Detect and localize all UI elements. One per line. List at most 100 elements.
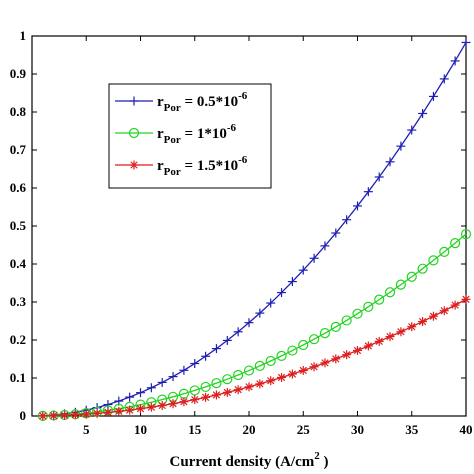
data-point <box>439 74 449 84</box>
data-point <box>320 241 330 251</box>
data-point <box>353 201 362 211</box>
legend-label-value: = 1*10 <box>181 126 227 142</box>
data-point <box>461 294 471 304</box>
data-point <box>406 271 417 282</box>
legend-item-1: rPor = 0.5*10-6 <box>115 90 248 114</box>
series-layer <box>37 37 472 421</box>
data-point <box>374 336 384 346</box>
data-point <box>342 350 352 360</box>
data-point <box>341 315 352 326</box>
data-point <box>428 255 439 266</box>
data-point <box>233 369 244 381</box>
legend-label-sub: Por <box>164 166 181 178</box>
data-point <box>439 246 450 257</box>
data-point <box>190 359 200 369</box>
data-point <box>103 407 113 417</box>
data-point <box>222 335 232 345</box>
x-tick-label: 25 <box>297 422 311 437</box>
y-tick-label: 0.4 <box>10 256 27 271</box>
y-tick-label: 0.5 <box>10 218 27 233</box>
legend-box <box>108 83 272 189</box>
data-point <box>385 332 395 342</box>
series-2 <box>37 228 472 421</box>
data-point <box>222 387 232 397</box>
data-point <box>38 411 48 421</box>
data-point <box>168 372 178 382</box>
data-point <box>266 376 276 386</box>
legend-item-3: rPor = 1.5*10-6 <box>115 154 248 178</box>
data-point <box>309 334 320 345</box>
data-point <box>417 263 428 274</box>
data-point <box>460 228 472 240</box>
legend-label-sub: Por <box>164 102 181 114</box>
data-point <box>330 321 341 332</box>
data-point <box>374 294 385 305</box>
data-point <box>179 397 189 407</box>
data-point <box>385 157 395 167</box>
legend-label-sup: -6 <box>227 122 237 134</box>
data-point <box>254 360 265 371</box>
x-tick-label: 35 <box>405 422 419 437</box>
series-line <box>42 298 467 417</box>
data-point <box>396 327 406 337</box>
x-axis: 5 10 15 20 25 30 35 40 <box>83 36 473 437</box>
data-point <box>179 365 189 375</box>
legend-label-main: r <box>157 158 164 174</box>
series-3 <box>38 294 471 421</box>
data-point <box>298 365 308 375</box>
data-point <box>244 382 254 392</box>
data-point <box>319 328 331 339</box>
data-point <box>450 238 461 249</box>
legend-label-sup: -6 <box>238 90 248 102</box>
y-tick-label: 0.1 <box>10 370 26 385</box>
y-axis: 0 0.1 0.2 0.3 0.4 0.5 0.6 0.7 0.8 0.9 1 <box>10 28 466 423</box>
data-point <box>276 350 287 361</box>
data-point <box>243 365 255 376</box>
data-point <box>60 410 70 420</box>
series-line <box>42 42 467 417</box>
legend-item-2: rPor = 1*10-6 <box>115 122 237 146</box>
data-point <box>157 377 167 387</box>
data-point <box>298 265 308 275</box>
legend-label-main: r <box>157 94 164 110</box>
data-point <box>70 410 80 420</box>
legend-label-main: r <box>157 126 164 142</box>
data-point <box>146 402 156 412</box>
data-point <box>309 253 319 263</box>
data-point <box>450 300 460 310</box>
data-point <box>103 400 113 410</box>
y-tick-label: 0.9 <box>10 66 27 81</box>
data-point <box>266 298 276 308</box>
x-tick-label: 30 <box>351 422 364 437</box>
series-line <box>42 233 467 417</box>
data-point <box>277 288 287 298</box>
x-axis-label: Current density (A/cm2 ) <box>170 450 329 470</box>
y-tick-label: 0.7 <box>10 142 27 157</box>
legend-label-sub: Por <box>164 134 181 146</box>
data-point <box>287 369 297 379</box>
data-point <box>298 339 309 351</box>
data-point <box>352 308 363 319</box>
data-point <box>309 362 319 372</box>
data-point <box>201 351 211 361</box>
data-point <box>461 37 471 47</box>
data-point <box>114 406 124 416</box>
data-point <box>222 374 233 385</box>
legend-label: rPor = 1.5*10-6 <box>157 154 248 178</box>
data-point <box>81 409 91 419</box>
data-point <box>331 354 341 364</box>
data-point <box>363 341 373 351</box>
data-point <box>233 385 243 395</box>
x-axis-label-close: ) <box>320 454 329 470</box>
x-tick-label: 5 <box>83 422 90 437</box>
data-point <box>450 56 460 66</box>
data-point <box>244 318 254 328</box>
data-point <box>287 345 298 356</box>
data-point <box>287 277 297 287</box>
data-point <box>277 372 287 382</box>
legend-label-value: = 1.5*10 <box>181 158 238 174</box>
data-point <box>384 287 396 298</box>
x-tick-label: 40 <box>460 422 473 437</box>
data-point <box>407 322 417 332</box>
